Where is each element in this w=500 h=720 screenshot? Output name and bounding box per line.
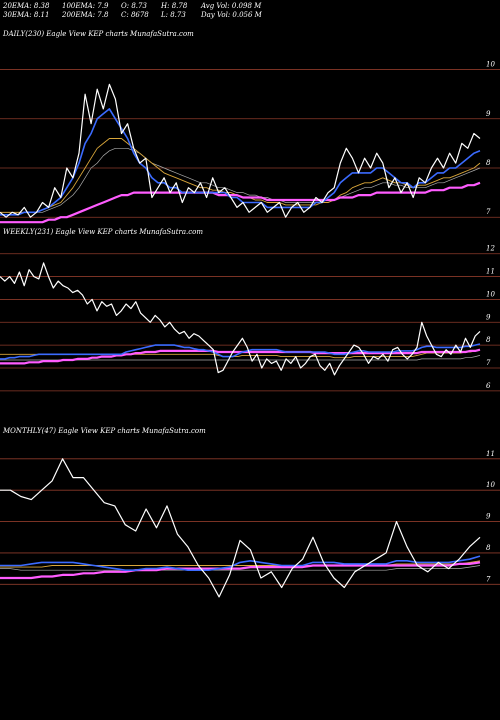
daily-tick-label: 8 xyxy=(486,159,491,167)
weekly-tick-label: 9 xyxy=(486,313,491,321)
weekly-panel-label: WEEKLY(231) Eagle View KEP charts Munafa… xyxy=(3,228,204,236)
weekly-tick-label: 11 xyxy=(486,268,495,276)
header-open: O: 8.73 xyxy=(121,2,147,10)
weekly-tick-label: 12 xyxy=(486,245,495,253)
daily-ema-long-line xyxy=(0,181,481,224)
monthly-tick-label: 9 xyxy=(486,513,491,521)
weekly-tick-label: 6 xyxy=(486,382,491,390)
header-avg-vol: Avg Vol: 0.098 M xyxy=(201,2,262,10)
daily-ema-gray-line xyxy=(0,147,481,213)
header-100ema: 100EMA: 7.9 xyxy=(62,2,109,10)
daily-tick-label: 7 xyxy=(486,208,491,216)
weekly-tick-label: 8 xyxy=(486,336,491,344)
monthly-ema-long-line xyxy=(0,561,481,580)
weekly-price-line xyxy=(0,262,481,376)
daily-tick-label: 10 xyxy=(486,61,495,69)
monthly-ema-gray-line xyxy=(0,565,481,571)
header-200ema: 200EMA: 7.8 xyxy=(62,11,109,19)
monthly-tick-label: 11 xyxy=(486,450,495,458)
header-20ema: 20EMA: 8.38 xyxy=(3,2,50,10)
weekly-tick-label: 7 xyxy=(486,359,491,367)
monthly-price-line xyxy=(0,458,481,598)
monthly-tick-label: 8 xyxy=(486,544,491,552)
daily-price-line xyxy=(0,83,481,218)
weekly-tick-label: 10 xyxy=(486,290,495,298)
header-day-vol: Day Vol: 0.056 M xyxy=(201,11,262,19)
daily-tick-label: 9 xyxy=(486,110,491,118)
daily-ema-short-line xyxy=(0,108,481,216)
monthly-tick-label: 7 xyxy=(486,575,491,583)
monthly-ema-mid-line xyxy=(0,560,481,568)
header-low: L: 8.73 xyxy=(161,11,186,19)
monthly-ema-short-line xyxy=(0,555,481,572)
weekly-ema-long-line xyxy=(0,348,481,365)
header-30ema: 30EMA: 8.11 xyxy=(3,11,50,19)
header-close: C: 8678 xyxy=(121,11,149,19)
header-high: H: 8.78 xyxy=(161,2,188,10)
monthly-panel-label: MONTHLY(47) Eagle View KEP charts Munafa… xyxy=(3,427,206,435)
daily-panel-label: DAILY(230) Eagle View KEP charts MunafaS… xyxy=(3,30,194,38)
monthly-tick-label: 10 xyxy=(486,481,495,489)
